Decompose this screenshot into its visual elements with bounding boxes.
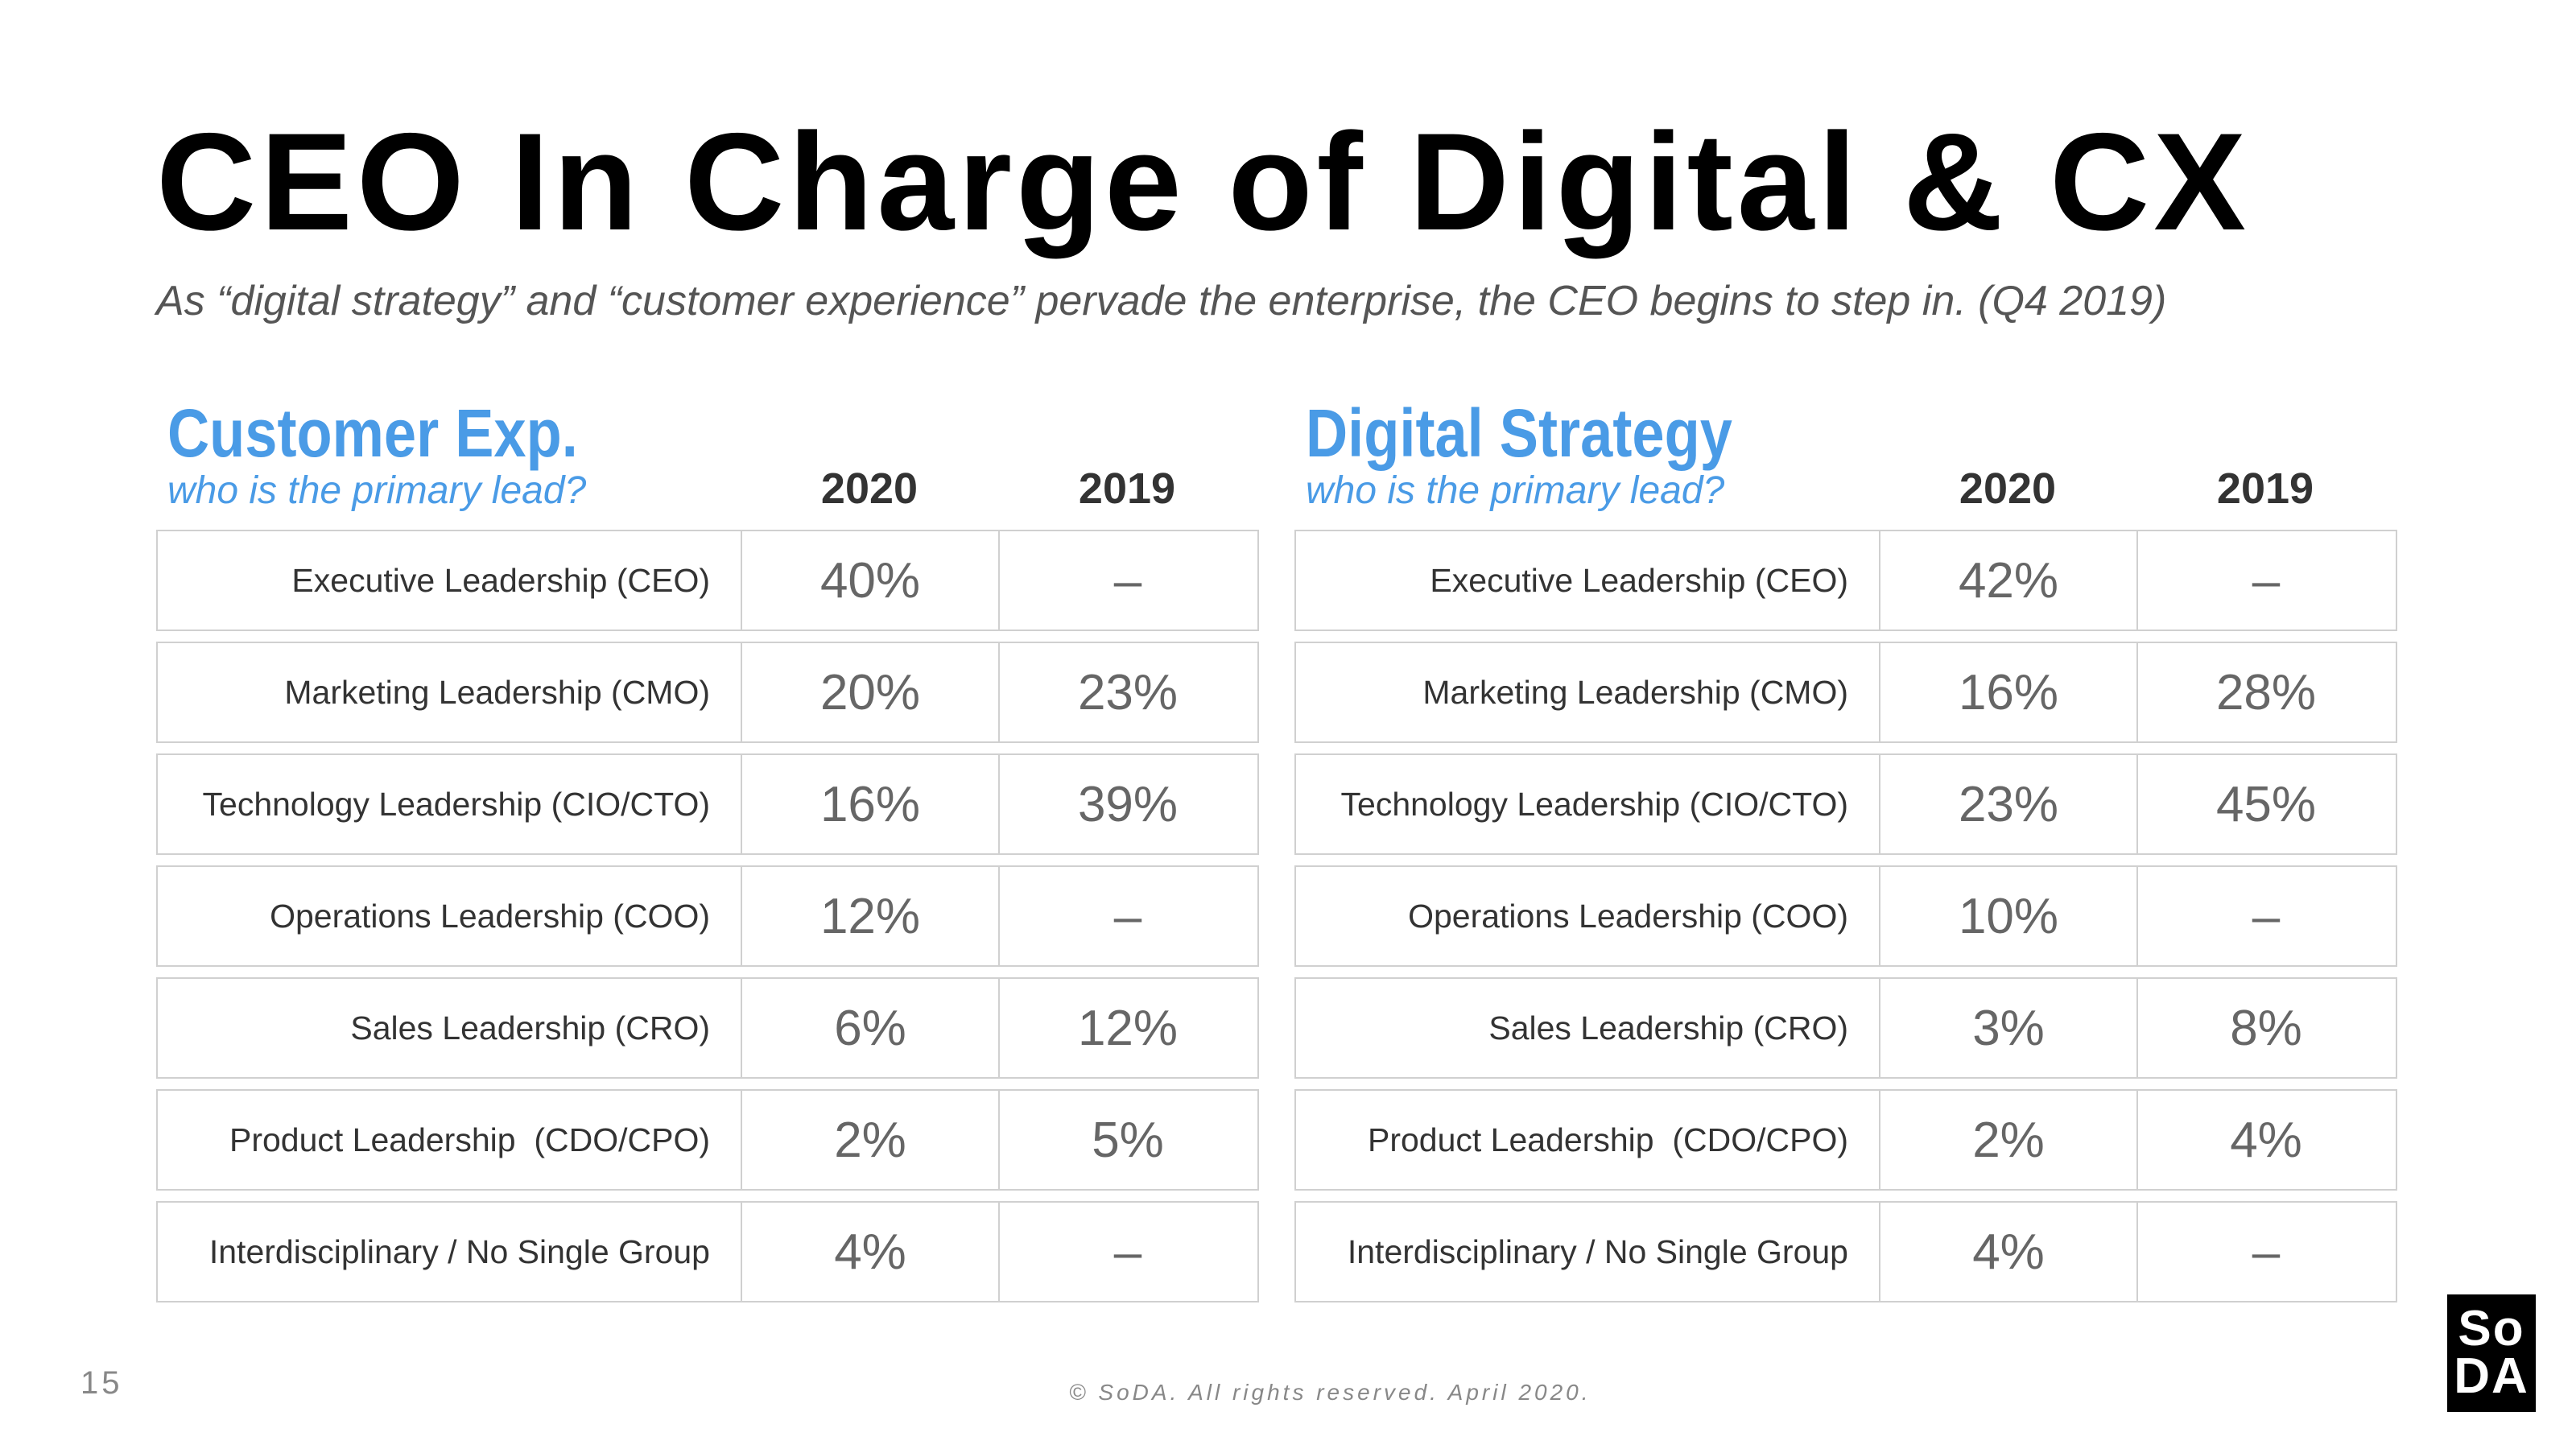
column-header-2019: 2019 (2216, 464, 2314, 513)
value-2019: 5% (998, 1091, 1256, 1189)
page-number: 15 (80, 1365, 123, 1401)
table-row: Sales Leadership (CRO) 6% 12% (156, 977, 1259, 1079)
column-header-2020: 2020 (820, 464, 919, 513)
table-row: Product Leadership (CDO/CPO) 2% 4% (1294, 1089, 2397, 1191)
value-2020: 40% (741, 531, 998, 630)
value-2020: 23% (1879, 755, 2136, 853)
page-subtitle: As “digital strategy” and “customer expe… (156, 278, 2167, 324)
row-label: Marketing Leadership (CMO) (1422, 673, 1848, 711)
customer-exp-panel: Customer Exp. who is the primary lead? 2… (156, 394, 1259, 1302)
row-label: Interdisciplinary / No Single Group (208, 1232, 710, 1270)
table-row: Executive Leadership (CEO) 42% – (1294, 530, 2397, 631)
row-label: Technology Leadership (CIO/CTO) (1340, 785, 1848, 823)
value-2020: 20% (741, 643, 998, 741)
row-label: Product Leadership (CDO/CPO) (1367, 1121, 1848, 1158)
row-label: Sales Leadership (CRO) (350, 1009, 710, 1046)
table-row: Sales Leadership (CRO) 3% 8% (1294, 977, 2397, 1079)
column-header-2020: 2020 (1959, 464, 2057, 513)
value-2020: 12% (741, 867, 998, 965)
row-label: Executive Leadership (CEO) (1430, 561, 1848, 599)
digital-strategy-panel: Digital Strategy who is the primary lead… (1294, 394, 2397, 1302)
value-2020: 3% (1879, 979, 2136, 1077)
value-2019: – (998, 1203, 1256, 1301)
table-row: Technology Leadership (CIO/CTO) 23% 45% (1294, 753, 2397, 855)
row-label: Sales Leadership (CRO) (1488, 1009, 1848, 1046)
table-row: Executive Leadership (CEO) 40% – (156, 530, 1259, 631)
value-2020: 16% (741, 755, 998, 853)
logo-line-1: So (2458, 1301, 2525, 1357)
value-2019: 28% (2136, 643, 2394, 741)
table-row: Interdisciplinary / No Single Group 4% – (156, 1201, 1259, 1302)
panel-subtitle: who is the primary lead? (167, 469, 587, 512)
soda-logo: So DA (2447, 1294, 2536, 1412)
table-row: Marketing Leadership (CMO) 20% 23% (156, 642, 1259, 743)
panel-title: Digital Strategy (1306, 395, 1732, 471)
row-label: Operations Leadership (COO) (1408, 897, 1848, 935)
customer-exp-table: Executive Leadership (CEO) 40% – Marketi… (156, 530, 1259, 1302)
value-2020: 2% (1879, 1091, 2136, 1189)
value-2020: 2% (741, 1091, 998, 1189)
page-title: CEO In Charge of Digital & CX (156, 105, 2250, 259)
value-2019: – (2136, 867, 2394, 965)
table-row: Product Leadership (CDO/CPO) 2% 5% (156, 1089, 1259, 1191)
value-2019: – (998, 531, 1256, 630)
row-label: Operations Leadership (COO) (270, 897, 710, 935)
row-label: Technology Leadership (CIO/CTO) (202, 785, 710, 823)
panel-header: Digital Strategy who is the primary lead… (1294, 394, 2397, 530)
table-row: Interdisciplinary / No Single Group 4% – (1294, 1201, 2397, 1302)
panel-title: Customer Exp. (167, 395, 578, 471)
value-2019: 23% (998, 643, 1256, 741)
table-row: Marketing Leadership (CMO) 16% 28% (1294, 642, 2397, 743)
row-label: Interdisciplinary / No Single Group (1347, 1232, 1848, 1270)
column-header-2019: 2019 (1078, 464, 1176, 513)
row-label: Marketing Leadership (CMO) (284, 673, 710, 711)
logo-line-2: DA (2454, 1348, 2529, 1404)
value-2019: 39% (998, 755, 1256, 853)
value-2019: 8% (2136, 979, 2394, 1077)
table-row: Operations Leadership (COO) 10% – (1294, 865, 2397, 967)
row-label: Product Leadership (CDO/CPO) (229, 1121, 710, 1158)
copyright-footer: © SoDA. All rights reserved. April 2020. (1069, 1380, 1591, 1405)
value-2019: – (2136, 531, 2394, 630)
value-2020: 42% (1879, 531, 2136, 630)
row-label: Executive Leadership (CEO) (291, 561, 710, 599)
table-row: Operations Leadership (COO) 12% – (156, 865, 1259, 967)
table-row: Technology Leadership (CIO/CTO) 16% 39% (156, 753, 1259, 855)
digital-strategy-table: Executive Leadership (CEO) 42% – Marketi… (1294, 530, 2397, 1302)
value-2020: 10% (1879, 867, 2136, 965)
value-2020: 16% (1879, 643, 2136, 741)
value-2020: 4% (1879, 1203, 2136, 1301)
panel-header: Customer Exp. who is the primary lead? 2… (156, 394, 1259, 530)
value-2020: 6% (741, 979, 998, 1077)
panel-subtitle: who is the primary lead? (1306, 469, 1725, 512)
value-2019: – (998, 867, 1256, 965)
value-2019: 45% (2136, 755, 2394, 853)
value-2020: 4% (741, 1203, 998, 1301)
value-2019: 12% (998, 979, 1256, 1077)
value-2019: – (2136, 1203, 2394, 1301)
value-2019: 4% (2136, 1091, 2394, 1189)
